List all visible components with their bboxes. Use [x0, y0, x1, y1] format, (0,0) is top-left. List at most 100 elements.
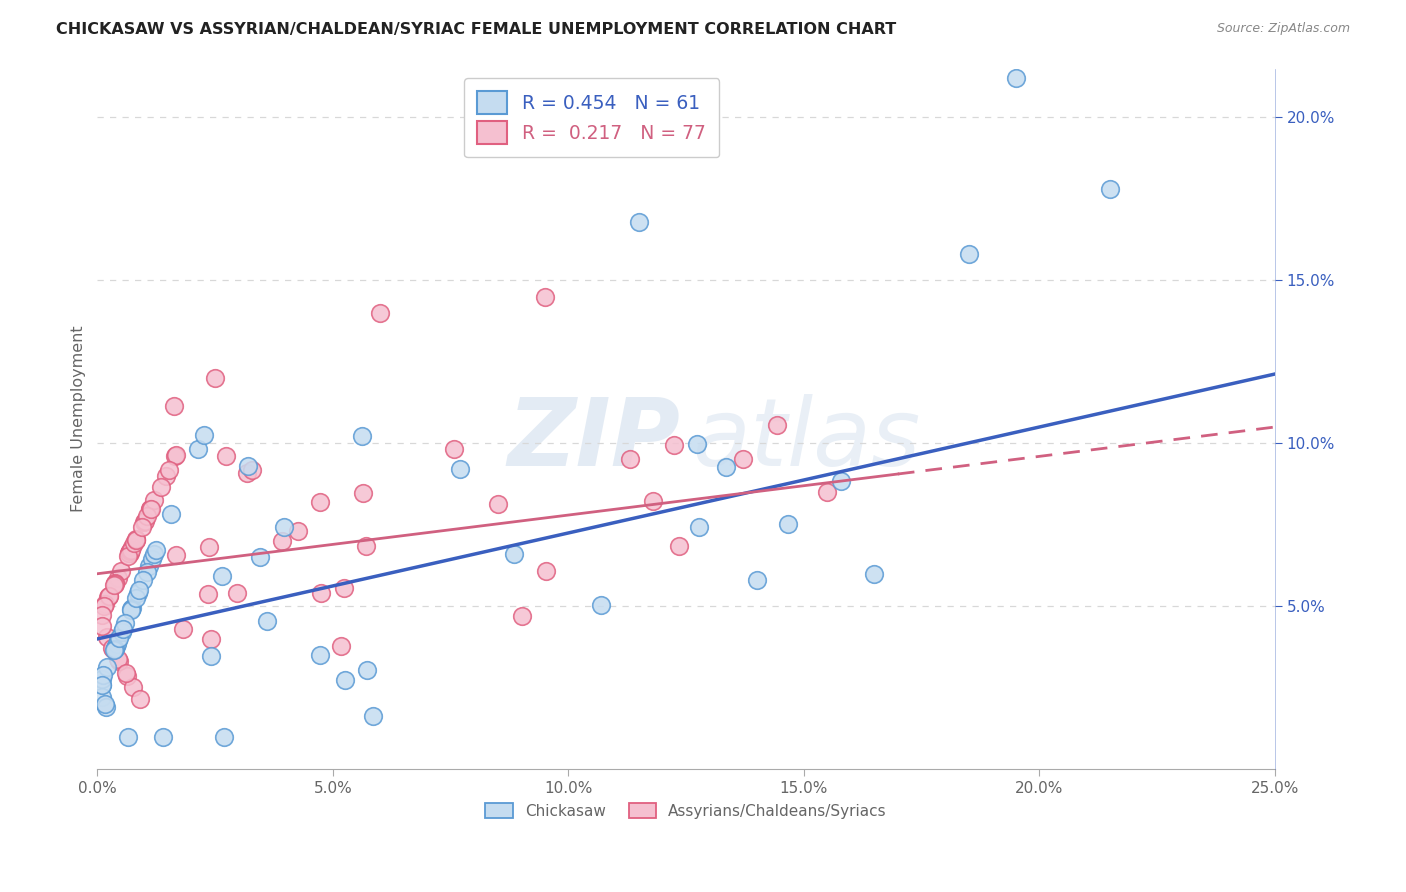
Point — [124, 533, 146, 547]
Point — [97, 590, 120, 604]
Point — [141, 552, 163, 566]
Point — [187, 442, 209, 456]
Point — [830, 474, 852, 488]
Point — [443, 442, 465, 456]
Point — [121, 540, 143, 554]
Point — [91, 678, 114, 692]
Point — [118, 546, 141, 560]
Point — [733, 452, 755, 467]
Point — [101, 640, 124, 655]
Point — [486, 497, 509, 511]
Point — [114, 665, 136, 680]
Point — [256, 614, 278, 628]
Point — [309, 586, 332, 600]
Point — [139, 502, 162, 516]
Point — [815, 485, 838, 500]
Point — [309, 495, 332, 509]
Point — [122, 536, 145, 550]
Point — [152, 730, 174, 744]
Point — [121, 601, 143, 615]
Point — [97, 591, 120, 605]
Point — [120, 602, 142, 616]
Point — [114, 615, 136, 630]
Point — [104, 576, 127, 591]
Point — [117, 669, 139, 683]
Point — [132, 515, 155, 529]
Point — [91, 690, 114, 705]
Point — [745, 574, 768, 588]
Point — [117, 549, 139, 563]
Point — [165, 449, 187, 463]
Point — [776, 517, 799, 532]
Point — [108, 631, 131, 645]
Point — [211, 568, 233, 582]
Point — [105, 637, 128, 651]
Point — [688, 519, 710, 533]
Point — [96, 631, 118, 645]
Point — [273, 519, 295, 533]
Point — [128, 583, 150, 598]
Point — [236, 466, 259, 480]
Point — [128, 692, 150, 706]
Point — [103, 643, 125, 657]
Point — [145, 543, 167, 558]
Point — [110, 564, 132, 578]
Point — [157, 463, 180, 477]
Point — [118, 546, 141, 560]
Point — [135, 565, 157, 579]
Point — [643, 493, 665, 508]
Point — [138, 558, 160, 573]
Point — [361, 708, 384, 723]
Point — [352, 486, 374, 500]
Point — [163, 399, 186, 413]
Point — [200, 632, 222, 646]
Point — [619, 452, 641, 467]
Point — [101, 642, 124, 657]
Point — [111, 624, 134, 639]
Point — [165, 448, 187, 462]
Point — [143, 493, 166, 508]
Point — [111, 622, 134, 636]
Point — [139, 501, 162, 516]
Point — [118, 546, 141, 560]
Point — [354, 539, 377, 553]
Point — [104, 575, 127, 590]
Point — [200, 649, 222, 664]
Point — [120, 543, 142, 558]
Point — [134, 514, 156, 528]
Text: Source: ZipAtlas.com: Source: ZipAtlas.com — [1216, 22, 1350, 36]
Point — [93, 697, 115, 711]
Text: ZIP: ZIP — [508, 394, 681, 486]
Point — [124, 591, 146, 606]
Y-axis label: Female Unemployment: Female Unemployment — [72, 326, 86, 512]
Point — [668, 539, 690, 553]
Point — [160, 507, 183, 521]
Point — [127, 585, 149, 599]
Point — [329, 640, 352, 654]
Point — [589, 598, 612, 612]
Point — [107, 652, 129, 666]
Point — [165, 548, 187, 562]
Point — [120, 603, 142, 617]
Point — [356, 663, 378, 677]
Point — [333, 581, 356, 595]
Point — [627, 215, 650, 229]
Point — [236, 459, 259, 474]
Point — [204, 371, 226, 385]
Point — [714, 459, 737, 474]
Point — [122, 680, 145, 694]
Point — [1004, 71, 1026, 86]
Point — [1098, 182, 1121, 196]
Point — [197, 587, 219, 601]
Point — [91, 672, 114, 686]
Point — [149, 480, 172, 494]
Legend: Chickasaw, Assyrians/Chaldeans/Syriacs: Chickasaw, Assyrians/Chaldeans/Syriacs — [479, 797, 893, 825]
Point — [104, 640, 127, 654]
Point — [117, 730, 139, 744]
Point — [335, 673, 357, 688]
Point — [766, 417, 789, 432]
Point — [91, 618, 114, 632]
Point — [96, 660, 118, 674]
Text: atlas: atlas — [692, 394, 920, 485]
Point — [107, 571, 129, 585]
